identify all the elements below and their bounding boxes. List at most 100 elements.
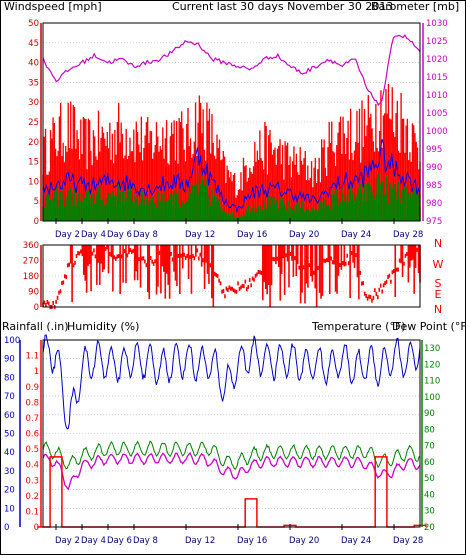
humidity-temperature-panel: 0 10 20 30 40 50 60 70 80 90 100 0 0.1 0.2 0.3 0.4 0.5 0.…: [4, 334, 440, 546]
temperature-tick-label: 80: [424, 425, 435, 435]
barometer-line: [42, 34, 421, 106]
barometer-tick-label: 985: [426, 181, 442, 191]
rainfall-tick-label: 0.3: [25, 476, 39, 486]
day-tick-label: Day 20: [289, 536, 319, 546]
direction-tick-label: 180: [23, 272, 39, 282]
compass-letter: S: [435, 277, 442, 290]
barometer-tick-label: 990: [426, 163, 442, 173]
day-tick-label: Day 20: [289, 230, 319, 240]
barometer-tick-label: 1000: [426, 127, 448, 137]
rainfall-tick-label: 0.7: [25, 414, 39, 424]
temperature-tick-label: 100: [424, 393, 440, 403]
day-tick-label: Day 6: [107, 536, 132, 546]
chart-title: Current last 30 days November 30 2013: [172, 0, 393, 13]
humidity-tick-label: 20: [4, 486, 15, 496]
humidity-plot-border: [42, 339, 421, 528]
barometer-tick-label: 975: [426, 217, 442, 227]
windspeed-tick-label: 20: [28, 138, 39, 148]
dewpoint-axis-title: Dew Point (°F): [392, 320, 466, 333]
temperature-tick-label: 30: [424, 507, 435, 517]
windspeed-tick-label: 25: [28, 118, 39, 128]
direction-tick-label: 0: [34, 303, 39, 313]
day-tick-label: Day 28: [393, 536, 423, 546]
humidity-axis-title: Humidity (%): [67, 320, 139, 333]
windspeed-tick-label: 10: [28, 177, 39, 187]
direction-plot-border: [42, 244, 421, 308]
barometer-axis-title: Barometer [mb]: [371, 0, 459, 13]
windspeed-tick-label: 40: [28, 59, 39, 69]
humidity-tick-label: 10: [4, 504, 15, 514]
windspeed-tick-label: 35: [28, 78, 39, 88]
wind-plot-border: [42, 22, 421, 222]
rainfall-axis-title: Rainfall (.in): [2, 320, 69, 333]
barometer-tick-label: 1025: [426, 37, 448, 47]
humidity-tick-label: 70: [4, 392, 15, 402]
temperature-tick-label: 90: [424, 409, 435, 419]
humidity-tick-label: 50: [4, 430, 15, 440]
humidity-tick-label: 60: [4, 411, 15, 421]
windspeed-tick-label: 50: [28, 19, 39, 29]
day-tick-label: Day 24: [341, 230, 371, 240]
barometer-tick-label: 1010: [426, 91, 448, 101]
rainfall-tick-label: 0.8: [25, 398, 39, 408]
day-tick-label: Day 12: [185, 536, 215, 546]
day-tick-label: Day 16: [237, 230, 267, 240]
day-tick-label: Day 2: [55, 230, 80, 240]
rainfall-tick-label: 0.5: [25, 445, 39, 455]
day-tick-label: Day 6: [107, 230, 132, 240]
rainfall-tick-label: 0.6: [25, 430, 39, 440]
temperature-line: [42, 440, 421, 471]
rainfall-tick-label: 0.1: [25, 507, 39, 517]
rainfall-tick-label: 1.1: [25, 352, 39, 362]
compass-letter: E: [435, 288, 442, 301]
temperature-tick-label: 20: [424, 523, 435, 533]
windspeed-tick-label: 15: [28, 158, 39, 168]
day-tick-label: Day 28: [393, 230, 423, 240]
humidity-line: [42, 334, 421, 430]
humidity-tick-label: 100: [4, 336, 20, 346]
temperature-tick-label: 120: [424, 360, 440, 370]
day-tick-label: Day 2: [55, 536, 80, 546]
humidity-tick-label: 90: [4, 355, 15, 365]
day-tick-label: Day 4: [81, 536, 106, 546]
temperature-tick-label: 40: [424, 490, 435, 500]
humidity-tick-label: 30: [4, 467, 15, 477]
dewpoint-line: [42, 452, 421, 491]
compass-letter: W: [433, 258, 444, 271]
day-tick-label: Day 24: [341, 536, 371, 546]
temperature-tick-label: 60: [424, 458, 435, 468]
day-tick-label: Day 16: [237, 536, 267, 546]
rainfall-tick-label: 0.4: [25, 461, 39, 471]
temperature-tick-label: 50: [424, 474, 435, 484]
rainfall-tick-label: 0: [34, 523, 39, 533]
compass-letter: N: [434, 237, 442, 250]
humidity-tick-label: 40: [4, 448, 15, 458]
barometer-tick-label: 1030: [426, 19, 448, 29]
windspeed-axis-title: Windspeed [mph]: [4, 0, 102, 13]
rainfall-tick-label: 0.2: [25, 492, 39, 502]
barometer-tick-label: 995: [426, 145, 442, 155]
windspeed-tick-label: 30: [28, 98, 39, 108]
temperature-axis-title: Temperature (°F): [311, 320, 406, 333]
direction-tick-label: 90: [28, 288, 39, 298]
rainfall-tick-label: 1: [34, 367, 39, 377]
compass-letter: N: [434, 303, 442, 316]
day-tick-label: Day 8: [133, 230, 158, 240]
temperature-tick-label: 110: [424, 377, 440, 387]
day-tick-label: Day 4: [81, 230, 106, 240]
barometer-tick-label: 980: [426, 199, 442, 209]
barometer-tick-label: 1020: [426, 55, 448, 65]
windspeed-tick-label: 0: [34, 217, 39, 227]
windspeed-tick-label: 5: [34, 197, 39, 207]
rainfall-tick-label: 0.9: [25, 383, 39, 393]
direction-tick-label: 360: [23, 241, 39, 251]
humidity-tick-label: 0: [4, 523, 9, 533]
windspeed-tick-label: 45: [28, 39, 39, 49]
temperature-tick-label: 70: [424, 442, 435, 452]
barometer-tick-label: 1005: [426, 109, 448, 119]
direction-tick-label: 270: [23, 257, 39, 267]
wind-barometer-panel: 0 5 10 15 20 25 30 35 40 45 50 975 980 985 990 995 1000 1…: [28, 19, 447, 240]
temperature-tick-label: 130: [424, 344, 440, 354]
